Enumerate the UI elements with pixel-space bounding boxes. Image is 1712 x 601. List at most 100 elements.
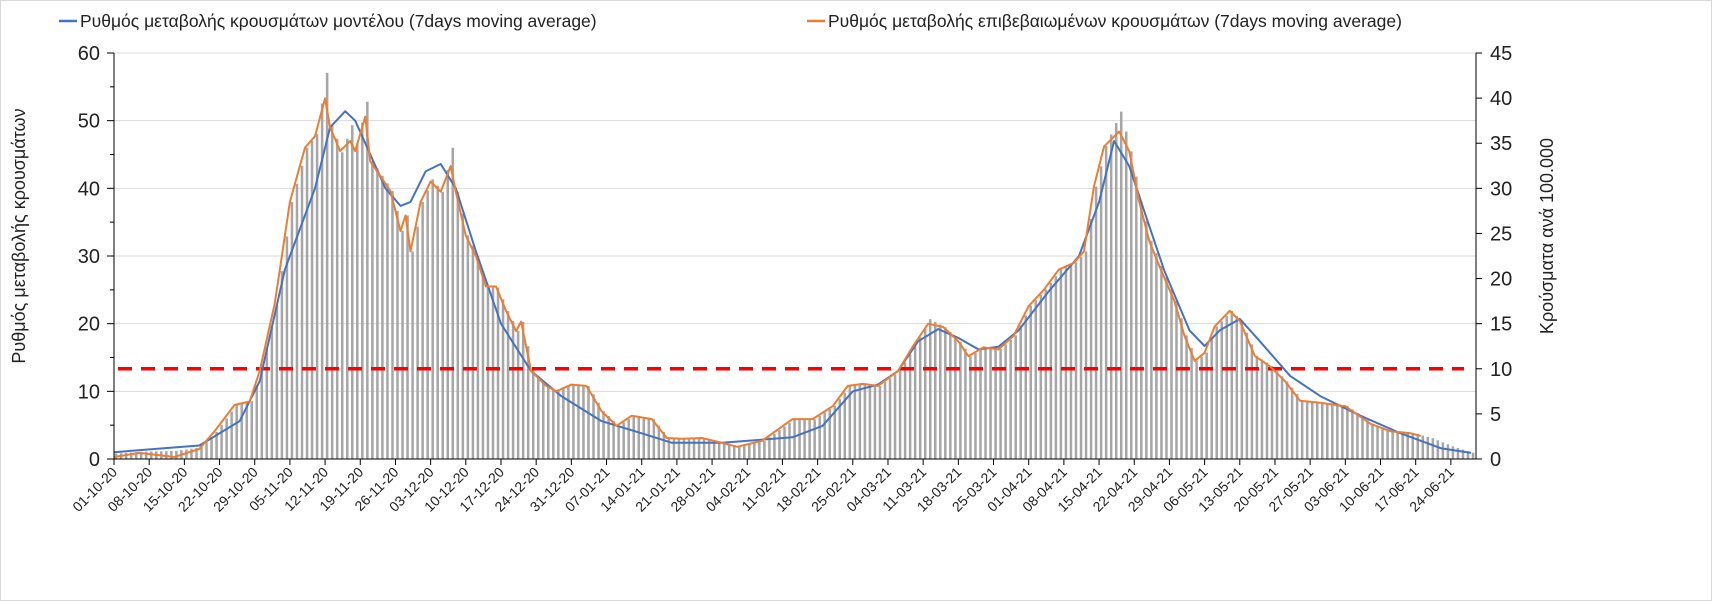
bar (617, 425, 620, 459)
bar (1069, 264, 1073, 459)
bar (647, 418, 651, 459)
bar (1215, 326, 1218, 459)
y-right-tick-label: 10 (1490, 359, 1512, 381)
bar (1240, 320, 1244, 459)
bar (763, 440, 766, 459)
bar (727, 443, 731, 459)
bar (928, 319, 932, 459)
bar (1039, 294, 1043, 459)
bar (913, 346, 917, 459)
bar (577, 384, 580, 459)
y-left-tick-label: 10 (78, 381, 100, 403)
bar (888, 378, 892, 459)
bar (893, 374, 897, 459)
bar (677, 438, 681, 459)
bar (602, 411, 605, 459)
bar (1310, 401, 1314, 459)
bar (662, 431, 666, 459)
bar (1376, 425, 1379, 459)
y-left-tick-label: 30 (78, 246, 100, 268)
bar (195, 447, 198, 459)
bar (320, 103, 324, 459)
bar (531, 370, 535, 459)
bar (828, 409, 831, 459)
bar (1205, 352, 1208, 459)
bar (1019, 325, 1022, 459)
bar (1034, 300, 1038, 459)
bar (1024, 315, 1027, 459)
bar (878, 385, 882, 459)
bar (999, 348, 1002, 459)
bar (1361, 416, 1364, 459)
bar (456, 191, 460, 460)
bar (310, 140, 314, 459)
bar (853, 385, 857, 459)
bar (466, 235, 470, 459)
bar (1150, 240, 1153, 459)
bar (215, 431, 218, 459)
bar (481, 271, 485, 459)
bar (401, 230, 404, 459)
bar (682, 438, 686, 459)
bar (969, 356, 972, 459)
bar (939, 324, 942, 459)
bar (748, 444, 751, 459)
bar (1315, 402, 1319, 459)
bar (1366, 420, 1369, 459)
bar (692, 438, 696, 459)
bar (858, 384, 862, 459)
bar (838, 399, 842, 459)
bar (245, 402, 248, 459)
bar (1044, 289, 1048, 459)
bar (386, 183, 389, 460)
bar (1341, 405, 1344, 459)
y-right-tick-label: 0 (1490, 449, 1501, 471)
bar (356, 143, 359, 459)
bar (285, 236, 289, 459)
bar (592, 394, 595, 459)
bar (984, 347, 987, 459)
bar (1135, 176, 1138, 460)
bar (768, 437, 771, 459)
bar (1084, 251, 1088, 459)
bar (632, 415, 635, 459)
bar (220, 425, 223, 459)
line-confirmed-rate (113, 97, 1421, 458)
bar (1064, 267, 1068, 459)
bar (642, 417, 646, 459)
bar (823, 412, 826, 459)
bar (567, 386, 570, 459)
bar (381, 175, 384, 460)
bar (1326, 403, 1329, 459)
bar (1004, 344, 1007, 459)
bar (712, 440, 716, 459)
bar (1225, 316, 1229, 459)
bar (345, 138, 349, 459)
bar (1275, 371, 1279, 459)
legend-label-confirmed: Ρυθμός μεταβολής επιβεβαιωμένων κρουσμάτ… (828, 11, 1402, 31)
y-left-tick-label: 40 (78, 178, 100, 200)
bar (637, 416, 640, 459)
bar (753, 443, 756, 459)
bar (1180, 318, 1183, 459)
bar (411, 251, 414, 459)
bar (1260, 359, 1264, 459)
bar (335, 138, 339, 459)
y-right-tick-label: 20 (1490, 269, 1512, 291)
bar (1074, 262, 1078, 459)
bar (1320, 403, 1324, 459)
bar (526, 346, 530, 459)
bar (255, 385, 259, 459)
bar (934, 321, 937, 459)
y-left-tick-label: 60 (78, 43, 100, 65)
bar (1346, 405, 1349, 459)
bar (396, 210, 399, 459)
bar (1285, 381, 1289, 459)
bar (1130, 151, 1133, 459)
bar (371, 161, 374, 459)
bar (803, 419, 806, 459)
bar (225, 418, 228, 459)
bar (391, 191, 394, 460)
bar (1200, 356, 1203, 459)
y-right-tick-label: 5 (1490, 404, 1501, 426)
